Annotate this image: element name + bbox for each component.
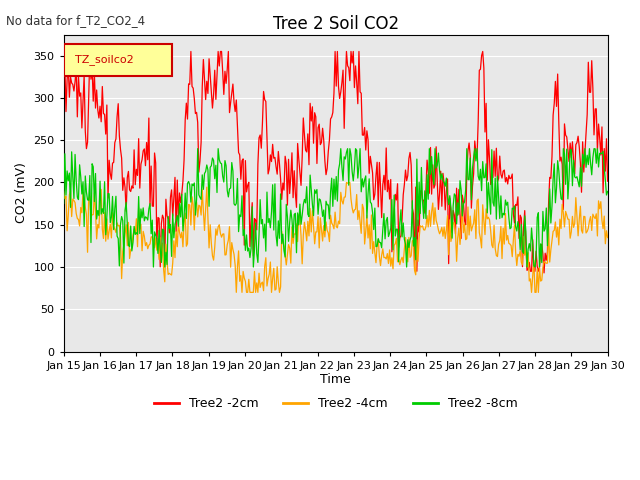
- Text: TZ_soilco2: TZ_soilco2: [75, 54, 133, 65]
- Y-axis label: CO2 (mV): CO2 (mV): [15, 163, 28, 224]
- Text: No data for f_T2_CO2_4: No data for f_T2_CO2_4: [6, 14, 145, 27]
- Title: Tree 2 Soil CO2: Tree 2 Soil CO2: [273, 15, 399, 33]
- X-axis label: Time: Time: [320, 373, 351, 386]
- Legend: Tree2 -2cm, Tree2 -4cm, Tree2 -8cm: Tree2 -2cm, Tree2 -4cm, Tree2 -8cm: [148, 392, 523, 415]
- FancyBboxPatch shape: [64, 44, 173, 76]
